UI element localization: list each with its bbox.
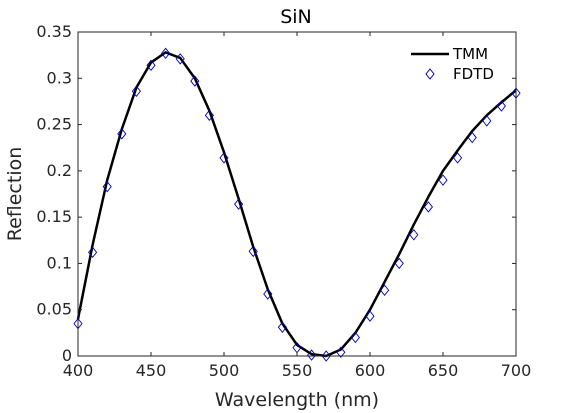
fdtd-point xyxy=(248,245,258,258)
fdtd-point xyxy=(496,100,506,112)
fdtd-point xyxy=(336,346,346,359)
y-axis: 0 0.05 0.1 0.15 0.2 0.25 0.3 0.35 xyxy=(36,22,516,365)
fdtd-point xyxy=(88,246,98,259)
fdtd-point xyxy=(277,321,287,334)
legend-fdtd-label: FDTD xyxy=(453,65,494,83)
chart-title: SiN xyxy=(280,6,312,28)
fdtd-point xyxy=(131,85,141,97)
fdtd-point xyxy=(438,174,448,186)
fdtd-point xyxy=(146,59,156,72)
legend-fdtd-marker xyxy=(425,68,435,80)
fdtd-point xyxy=(175,53,185,65)
fdtd-point xyxy=(423,201,433,213)
fdtd-point xyxy=(204,109,214,122)
tmm-series-line xyxy=(76,51,517,358)
x-tick-label: 600 xyxy=(355,361,386,380)
plot-area xyxy=(73,47,521,362)
y-tick-label: 0.3 xyxy=(47,68,72,87)
fdtd-point xyxy=(219,152,229,164)
y-tick-label: 0.1 xyxy=(47,253,72,272)
fdtd-point xyxy=(307,349,317,361)
y-tick-label: 0.15 xyxy=(36,207,72,226)
y-axis-label: Reflection xyxy=(4,147,26,242)
y-tick-label: 0.2 xyxy=(47,161,72,180)
y-tick-label: 0.25 xyxy=(36,115,72,134)
x-tick-label: 700 xyxy=(501,361,532,380)
fdtd-point xyxy=(467,131,477,144)
x-axis-label: Wavelength (nm) xyxy=(215,389,379,411)
fdtd-point xyxy=(350,331,360,344)
y-tick-label: 0 xyxy=(62,346,72,365)
fdtd-point xyxy=(380,284,390,296)
fdtd-point xyxy=(365,310,375,322)
fdtd-point xyxy=(234,198,244,210)
x-tick-label: 550 xyxy=(282,361,313,380)
fdtd-point xyxy=(482,115,492,127)
fdtd-point xyxy=(409,229,419,241)
x-tick-label: 450 xyxy=(136,361,167,380)
legend: TMM FDTD xyxy=(411,45,494,83)
y-tick-label: 0.05 xyxy=(36,300,72,319)
x-tick-label: 500 xyxy=(209,361,240,380)
legend-tmm-label: TMM xyxy=(452,45,488,63)
x-tick-label: 400 xyxy=(63,361,94,380)
fdtd-point xyxy=(102,180,112,193)
fdtd-point xyxy=(117,128,127,140)
fdtd-point xyxy=(263,288,273,300)
fdtd-point xyxy=(190,75,200,87)
fdtd-point xyxy=(321,350,331,362)
fdtd-point xyxy=(394,257,404,270)
fdtd-point xyxy=(161,47,171,60)
fdtd-point xyxy=(453,152,463,164)
x-tick-label: 650 xyxy=(428,361,459,380)
x-axis: 400 450 500 550 600 650 700 xyxy=(63,32,532,380)
y-tick-label: 0.35 xyxy=(36,22,72,41)
